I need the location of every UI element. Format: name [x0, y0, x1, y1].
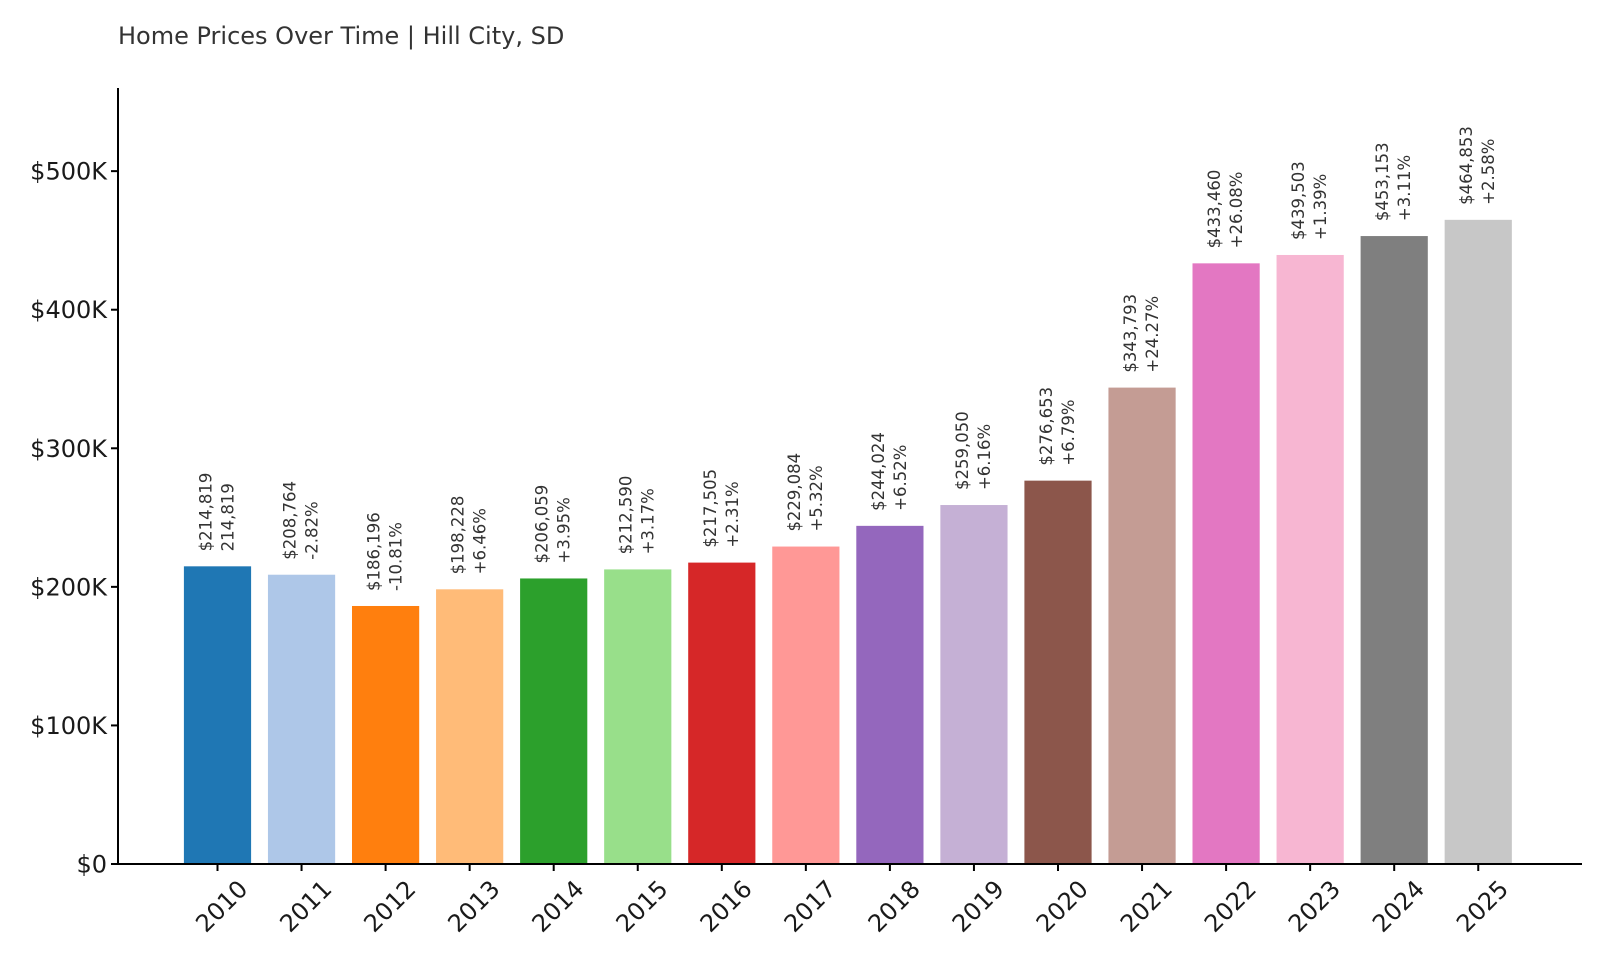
bar-2014	[520, 578, 588, 864]
x-tick-label: 2015	[611, 875, 674, 938]
bar-2021	[1108, 387, 1176, 864]
x-tick-label: 2018	[863, 875, 926, 938]
x-tick-label: 2024	[1367, 875, 1430, 938]
change-label: -2.82%	[303, 501, 322, 559]
x-tick-label: 2019	[947, 875, 1010, 938]
change-label: 214,819	[219, 483, 238, 551]
x-tick-label: 2017	[779, 875, 842, 938]
y-axis: $0 $100K $200K $300K $400K $500K	[30, 158, 118, 879]
x-tick-label: 2012	[358, 875, 421, 938]
x-tick-label: 2025	[1451, 875, 1514, 938]
bar-2011	[267, 574, 336, 864]
bar-2013	[436, 589, 504, 864]
data-labels: $214,819 214,819 $208,764 -2.82% $186,196 -10…	[197, 126, 1499, 591]
value-label: $453,153	[1373, 142, 1392, 221]
value-label: $217,505	[701, 469, 720, 548]
change-label: +6.46%	[471, 508, 490, 574]
y-tick-label: $200K	[30, 573, 108, 601]
y-tick-label: $500K	[30, 158, 108, 186]
y-tick-label: $300K	[30, 435, 108, 463]
x-tick-label: 2023	[1283, 875, 1346, 938]
bar-2010	[183, 566, 252, 864]
change-label: +3.11%	[1395, 155, 1414, 221]
x-tick-label: 2020	[1031, 875, 1094, 938]
y-tick-label: $100K	[30, 712, 108, 740]
bar-2025	[1444, 219, 1512, 864]
x-axis: 2010 2011 2012 2013 2014 2015 2016 2017 2018 2019…	[190, 864, 1514, 938]
bar-2017	[772, 546, 840, 864]
bar-2018	[856, 525, 924, 864]
bar-2020	[1024, 480, 1092, 864]
change-label: +24.27%	[1143, 296, 1162, 373]
change-label: +1.39%	[1311, 174, 1330, 240]
chart-title: Home Prices Over Time | Hill City, SD	[118, 22, 564, 50]
y-tick-label: $0	[76, 851, 107, 879]
value-label: $212,590	[617, 476, 636, 555]
value-label: $244,024	[869, 432, 888, 511]
y-tick-label: $400K	[30, 296, 108, 324]
x-tick-label: 2021	[1115, 875, 1178, 938]
bars	[183, 219, 1512, 865]
x-tick-label: 2010	[190, 875, 253, 938]
value-label: $259,050	[953, 411, 972, 490]
change-label: -10.81%	[387, 522, 406, 591]
value-label: $439,503	[1289, 161, 1308, 240]
value-label: $464,853	[1457, 126, 1476, 205]
x-tick-label: 2016	[695, 875, 758, 938]
value-label: $206,059	[533, 485, 552, 564]
value-label: $208,764	[281, 481, 300, 560]
value-label: $214,819	[197, 473, 216, 552]
value-label: $433,460	[1205, 170, 1224, 249]
bar-2015	[604, 569, 672, 864]
bar-2024	[1360, 236, 1428, 864]
change-label: +3.95%	[555, 497, 574, 563]
change-label: +3.17%	[639, 488, 658, 554]
change-label: +26.08%	[1227, 172, 1246, 249]
bar-2019	[940, 505, 1008, 864]
bar-2016	[688, 562, 756, 864]
change-label: +2.31%	[723, 481, 742, 547]
value-label: $186,196	[365, 512, 384, 591]
x-tick-label: 2014	[527, 875, 590, 938]
value-label: $229,084	[785, 453, 804, 532]
bar-2023	[1276, 254, 1344, 864]
bar-2022	[1192, 263, 1260, 865]
value-label: $343,793	[1121, 294, 1140, 373]
x-tick-label: 2022	[1199, 875, 1262, 938]
x-tick-label: 2011	[274, 875, 337, 938]
x-tick-label: 2013	[442, 875, 505, 938]
change-label: +6.52%	[891, 445, 910, 511]
change-label: +6.79%	[1059, 399, 1078, 465]
change-label: +2.58%	[1479, 139, 1498, 205]
bar-2012	[352, 605, 420, 864]
value-label: $276,653	[1037, 387, 1056, 466]
value-label: $198,228	[449, 496, 468, 575]
change-label: +6.16%	[975, 424, 994, 490]
change-label: +5.32%	[807, 465, 826, 531]
